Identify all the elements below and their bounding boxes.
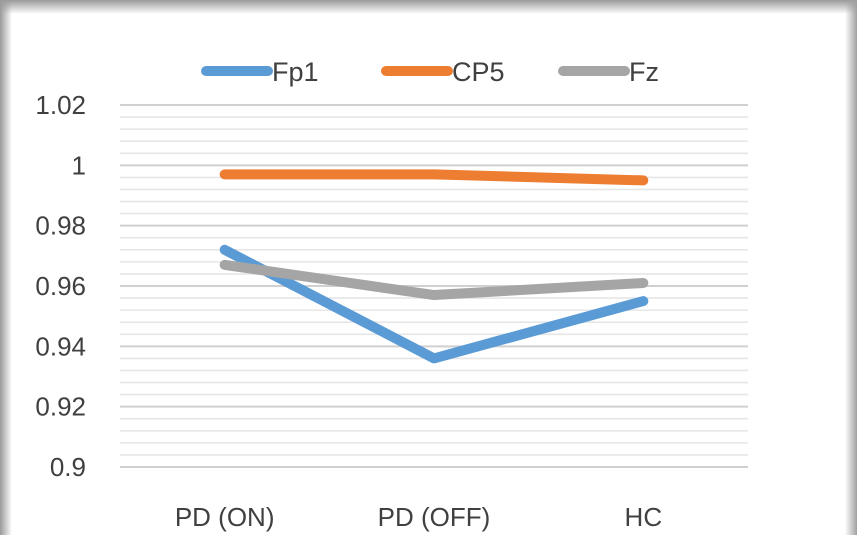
legend-label-fz: Fz	[629, 57, 659, 87]
series-line-cp5	[219, 169, 649, 186]
y-tick-label: 0.94	[35, 331, 86, 361]
y-tick-label: 0.92	[35, 392, 86, 422]
x-tick-label: HC	[625, 502, 663, 532]
y-tick-label: 1	[72, 150, 86, 180]
series-lines	[219, 169, 649, 364]
x-tick-label: PD (ON)	[175, 502, 275, 532]
gridlines	[120, 104, 748, 468]
frame-shadow-right	[845, 0, 857, 535]
y-tick-label: 0.96	[35, 271, 86, 301]
series-line-fp1	[219, 244, 649, 364]
y-tick-label: 0.9	[50, 452, 86, 482]
x-tick-label: PD (OFF)	[378, 502, 491, 532]
y-tick-label: 1.02	[35, 90, 86, 120]
legend: Fp1 CP5 Fz	[201, 57, 659, 87]
legend-label-cp5: CP5	[452, 57, 505, 87]
y-axis-tick-labels: 1.02 1 0.98 0.96 0.94 0.92 0.9	[35, 90, 86, 482]
x-axis-tick-labels: PD (ON) PD (OFF) HC	[175, 502, 662, 532]
legend-label-fp1: Fp1	[272, 57, 319, 87]
y-tick-label: 0.98	[35, 211, 86, 241]
